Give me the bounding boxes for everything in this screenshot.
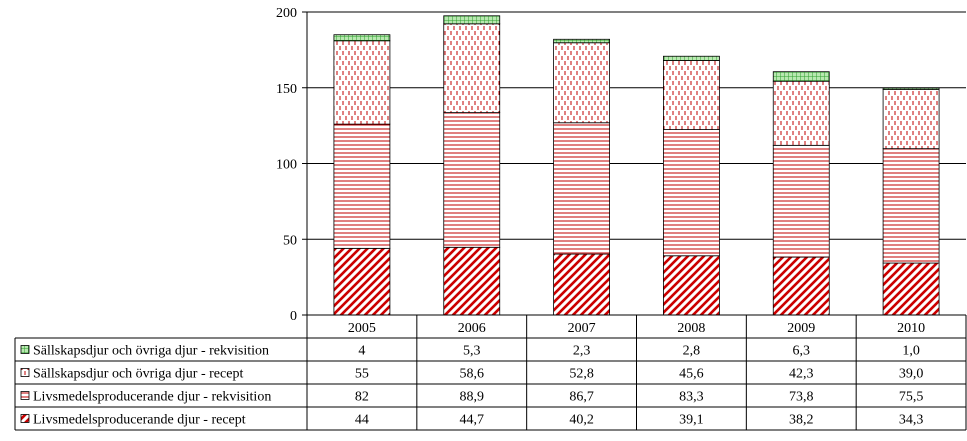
gridlines (307, 11, 966, 240)
y-tick-label: 150 (276, 82, 297, 97)
data-label: 4 (358, 344, 365, 359)
legend-key (20, 391, 30, 400)
bar-2005-series-4 (333, 34, 391, 42)
data-label: 82 (355, 390, 369, 405)
data-label: 1,0 (902, 344, 920, 359)
x-tick-label: 2008 (677, 321, 705, 336)
legend-label: Livsmedelsproducerande djur - rekvisitio… (33, 390, 271, 405)
bar-2009-series-4 (772, 71, 830, 82)
bar-2006-series-3 (443, 23, 501, 113)
data-label: 58,6 (460, 367, 485, 382)
bar-2009-series-3 (772, 80, 830, 146)
bar-2006-series-4 (443, 15, 501, 25)
data-label: 6,3 (793, 344, 811, 359)
bar-2008-series-3 (663, 60, 720, 130)
bar-2009-series-2 (772, 144, 830, 258)
data-label: 39,1 (679, 413, 704, 428)
data-label: 38,2 (789, 413, 814, 428)
data-label: 40,2 (569, 413, 594, 428)
bar-2005-series-1 (333, 247, 391, 316)
legend-key (20, 414, 30, 423)
legend-label: Sällskapsdjur och övriga djur - recept (33, 367, 243, 382)
data-label: 52,8 (569, 367, 594, 382)
bar-2005-series-2 (333, 123, 391, 249)
data-label: 44,7 (460, 413, 485, 428)
bar-2007-series-4 (553, 38, 610, 44)
bar-2006-series-1 (443, 246, 501, 316)
data-label: 2,3 (573, 344, 591, 359)
data-table: 2005 2006 2007 2008 2009 2010 Sällskapsdjur oc… (14, 314, 967, 431)
bars (333, 15, 940, 316)
x-tick-label: 2006 (458, 321, 486, 336)
data-label: 75,5 (899, 390, 924, 405)
x-tick-label: 2010 (897, 321, 925, 336)
bar-2007-series-3 (553, 42, 610, 124)
data-label: 2,8 (683, 344, 701, 359)
data-label: 5,3 (463, 344, 481, 359)
x-tick-label: 2007 (568, 321, 596, 336)
data-label: 34,3 (899, 413, 924, 428)
legend-key (20, 368, 30, 377)
bar-2010-series-2 (882, 148, 940, 264)
bar-2005-series-3 (333, 40, 391, 125)
data-label: 45,6 (679, 367, 704, 382)
y-tick-label: 0 (290, 309, 297, 324)
y-tick-label: 200 (276, 6, 297, 21)
bar-2008-series-1 (663, 255, 720, 316)
bar-2010-series-4 (882, 87, 940, 90)
y-tick-label: 100 (276, 158, 297, 173)
bar-2009-series-1 (772, 256, 830, 316)
bar-2006-series-2 (443, 112, 501, 248)
bar-2007-series-1 (553, 253, 610, 316)
data-label: 39,0 (899, 367, 924, 382)
legend-label: Sällskapsdjur och övriga djur - rekvisit… (33, 344, 269, 359)
data-label: 44 (355, 413, 369, 428)
bar-2008-series-4 (663, 55, 720, 61)
y-tick-label: 50 (283, 233, 297, 248)
data-label: 73,8 (789, 390, 814, 405)
data-label: 88,9 (460, 390, 485, 405)
x-tick-label: 2009 (787, 321, 815, 336)
bar-2008-series-2 (663, 129, 720, 257)
x-tick-label: 2005 (348, 321, 376, 336)
legend-label: Livsmedelsproducerande djur - recept (33, 413, 246, 428)
data-label: 42,3 (789, 367, 814, 382)
y-axis: 0 50 100 150 200 (276, 6, 308, 324)
bar-2010-series-1 (882, 262, 940, 316)
data-label: 83,3 (679, 390, 704, 405)
data-label: 86,7 (569, 390, 594, 405)
legend-key (20, 345, 30, 354)
bar-2010-series-3 (882, 89, 940, 150)
data-label: 55 (355, 367, 369, 382)
bar-2007-series-2 (553, 122, 610, 255)
